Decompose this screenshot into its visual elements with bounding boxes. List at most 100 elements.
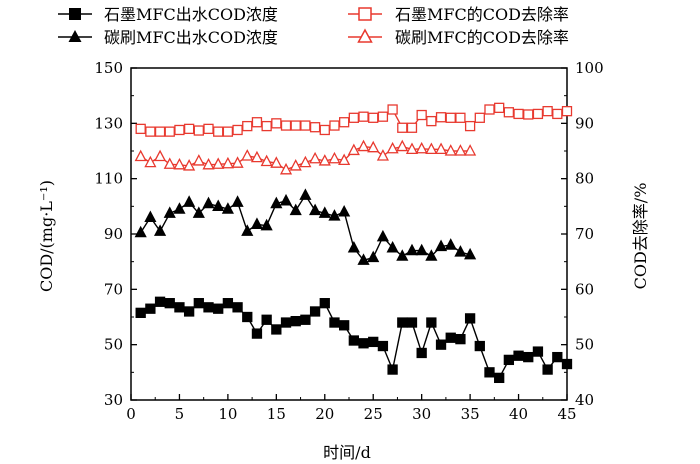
x-tick-label: 25 (364, 405, 383, 423)
data-point (271, 118, 282, 129)
data-point (464, 120, 476, 132)
data-point (154, 126, 166, 137)
data-point (552, 108, 563, 120)
x-tick-label: 10 (218, 405, 237, 423)
data-point (367, 250, 380, 263)
data-point (561, 106, 573, 117)
legend-item-carbon-brush-cod: 碳刷MFC出水COD浓度 (58, 28, 278, 47)
data-point (290, 315, 301, 327)
data-point (192, 154, 205, 166)
data-point (145, 126, 156, 137)
data-point (406, 317, 418, 328)
data-point (271, 324, 282, 335)
data-point (347, 143, 360, 156)
y-left-tick-label: 30 (104, 391, 123, 409)
data-point (367, 140, 380, 153)
data-point (397, 122, 408, 133)
data-point (299, 155, 312, 168)
data-point (250, 150, 264, 163)
data-point (542, 364, 553, 375)
data-point (358, 111, 369, 122)
data-point (299, 188, 312, 200)
y-right-tick-label: 70 (575, 225, 594, 243)
legend-label-graphite-cod: 石墨MFC出水COD浓度 (104, 5, 278, 24)
data-point (484, 367, 495, 378)
data-point (212, 157, 225, 169)
data-point (368, 112, 379, 123)
data-point (251, 117, 263, 128)
data-point (300, 120, 311, 131)
data-point (494, 102, 505, 113)
data-point (309, 122, 321, 133)
data-point (386, 240, 399, 253)
data-point (174, 302, 185, 313)
data-point (173, 202, 186, 214)
data-point (213, 126, 224, 137)
data-point (319, 124, 330, 136)
data-point (405, 142, 419, 154)
data-point (435, 339, 447, 350)
data-point (193, 298, 204, 309)
data-point (290, 120, 301, 131)
data-point (357, 253, 370, 265)
data-point (222, 126, 234, 137)
data-point (426, 317, 437, 328)
data-point (434, 142, 448, 154)
x-tick-label: 45 (557, 405, 576, 423)
data-point (261, 314, 272, 325)
data-point (192, 206, 205, 218)
y-axis-right-label: COD去除率/% (631, 183, 650, 290)
data-point (270, 156, 283, 168)
data-point (212, 199, 225, 211)
x-tick-label: 30 (412, 405, 431, 423)
data-point (183, 159, 196, 171)
data-point (552, 351, 563, 363)
data-point (435, 112, 447, 123)
data-point (183, 123, 195, 135)
data-point (329, 120, 340, 131)
y-axis-left-label: COD/(mg·L⁻¹) (37, 180, 56, 292)
data-point (328, 151, 341, 164)
y-left-tick-label: 150 (94, 59, 123, 77)
legend-label-carbon-brush-cod: 碳刷MFC出水COD浓度 (104, 28, 278, 47)
y-right-tick-label: 60 (575, 280, 594, 298)
data-point (279, 193, 293, 206)
data-point (455, 333, 466, 345)
data-point (144, 155, 157, 168)
data-point (396, 139, 409, 152)
data-point (339, 117, 350, 128)
data-point (135, 307, 146, 319)
data-point (561, 358, 573, 370)
data-point (144, 210, 157, 223)
data-point (135, 123, 146, 135)
data-point (232, 302, 243, 313)
y-right-tick-label: 100 (575, 59, 604, 77)
data-point (347, 240, 360, 253)
data-point (164, 298, 175, 309)
data-point (289, 159, 302, 171)
y-right-tick-label: 80 (575, 170, 594, 188)
x-tick-label: 15 (267, 405, 286, 423)
data-point (329, 317, 340, 328)
data-point (444, 144, 457, 156)
data-point (319, 298, 330, 309)
x-tick-label: 0 (126, 405, 136, 423)
data-point (250, 217, 264, 229)
data-point (513, 350, 524, 361)
data-point (444, 238, 457, 250)
data-point (221, 202, 234, 214)
x-tick-label: 40 (509, 405, 528, 423)
y-right-tick-label: 90 (575, 114, 594, 132)
data-point (405, 243, 419, 256)
y-left-tick-label: 50 (104, 336, 123, 354)
data-point (173, 157, 186, 170)
data-point (542, 106, 553, 117)
data-point (368, 336, 379, 348)
data-point (523, 351, 534, 363)
data-point (455, 112, 466, 123)
data-point (474, 340, 485, 352)
data-point (523, 109, 534, 120)
legend-item-carbon-brush-removal: 碳刷MFC的COD去除率 (348, 28, 569, 47)
data-point (474, 112, 485, 123)
